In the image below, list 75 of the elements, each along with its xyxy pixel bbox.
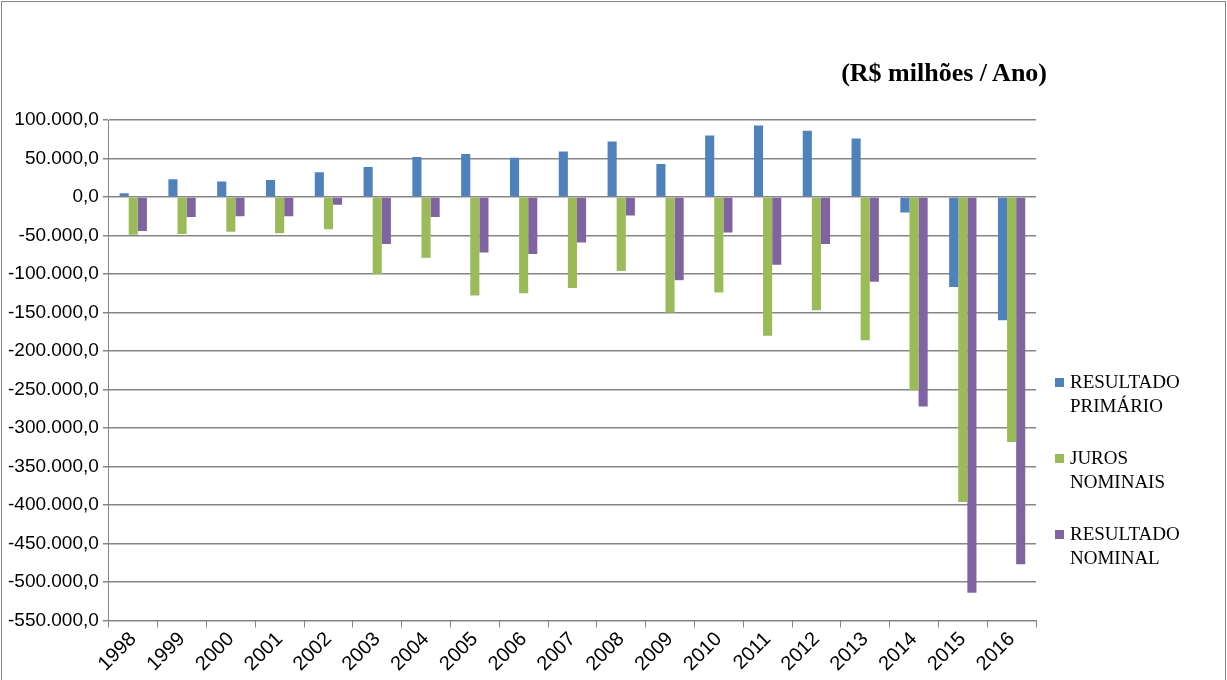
legend-label: JUROS NOMINAIS xyxy=(1070,446,1166,494)
y-tick-label: -550.000,0 xyxy=(7,608,99,630)
y-tick-label: -500.000,0 xyxy=(7,570,99,592)
bar xyxy=(168,179,178,197)
legend-label: RESULTADO NOMINAL xyxy=(1070,522,1181,570)
bar xyxy=(997,197,1008,321)
bar xyxy=(753,125,764,197)
bar xyxy=(528,197,538,254)
y-tick-label: -50.000,0 xyxy=(18,223,99,245)
bar xyxy=(137,197,147,231)
bar xyxy=(949,197,959,288)
bar xyxy=(119,193,129,197)
y-tick-label: -350.000,0 xyxy=(7,454,99,476)
bar xyxy=(705,135,715,197)
bar xyxy=(802,130,812,197)
bar xyxy=(714,197,724,293)
bar xyxy=(381,197,391,244)
y-tick-label: -250.000,0 xyxy=(7,377,99,399)
bar xyxy=(323,197,333,230)
bar xyxy=(625,197,635,216)
bar xyxy=(265,180,276,197)
y-tick-label: 50.000,0 xyxy=(24,146,99,168)
bar xyxy=(333,197,343,205)
bar xyxy=(665,197,675,313)
bar xyxy=(958,197,968,502)
bar xyxy=(217,181,227,197)
bar xyxy=(421,197,431,258)
bar xyxy=(723,197,733,233)
bar xyxy=(820,197,831,244)
bar xyxy=(519,197,529,294)
bar xyxy=(909,197,919,391)
bar xyxy=(470,197,480,296)
bar xyxy=(772,197,782,265)
bar xyxy=(567,197,577,288)
bar xyxy=(461,153,471,197)
bar xyxy=(967,197,977,593)
bar xyxy=(616,197,626,271)
bar xyxy=(363,166,373,197)
bar xyxy=(900,197,910,213)
bar xyxy=(226,197,236,232)
y-tick-label: -200.000,0 xyxy=(7,339,99,361)
bar xyxy=(412,156,422,197)
bar xyxy=(235,197,245,217)
y-tick-label: -400.000,0 xyxy=(7,493,99,515)
bar xyxy=(656,163,666,197)
bar xyxy=(479,197,489,253)
legend-label: RESULTADO PRIMÁRIO xyxy=(1070,370,1181,418)
y-tick-label: -150.000,0 xyxy=(7,300,99,322)
bar xyxy=(177,197,187,234)
bar xyxy=(284,197,294,217)
bar xyxy=(430,197,440,218)
bar xyxy=(314,172,324,197)
bar xyxy=(860,197,870,341)
bar xyxy=(275,197,285,234)
y-tick-label: 100.000,0 xyxy=(14,108,99,130)
bar xyxy=(186,197,196,218)
bar xyxy=(558,151,568,197)
bar xyxy=(851,138,861,197)
bar xyxy=(607,141,617,197)
y-tick-label: -300.000,0 xyxy=(7,416,99,438)
bar xyxy=(763,197,773,336)
y-tick-label: -450.000,0 xyxy=(7,531,99,553)
bar xyxy=(128,197,138,235)
y-tick-label: 0,0 xyxy=(72,185,99,207)
bar xyxy=(576,197,587,243)
bar xyxy=(674,197,684,281)
bar xyxy=(918,197,928,407)
bar xyxy=(869,197,879,282)
bar xyxy=(811,197,821,311)
bar xyxy=(1007,197,1017,442)
bar xyxy=(509,157,520,197)
bar xyxy=(1016,197,1026,565)
y-tick-label: -100.000,0 xyxy=(7,262,99,284)
bar xyxy=(372,197,382,275)
chart-title: (R$ milhões / Ano) xyxy=(841,58,1047,88)
